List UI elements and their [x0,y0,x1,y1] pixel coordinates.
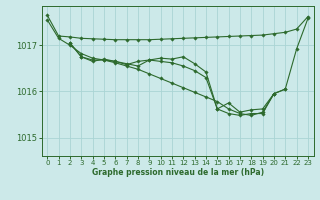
X-axis label: Graphe pression niveau de la mer (hPa): Graphe pression niveau de la mer (hPa) [92,168,264,177]
